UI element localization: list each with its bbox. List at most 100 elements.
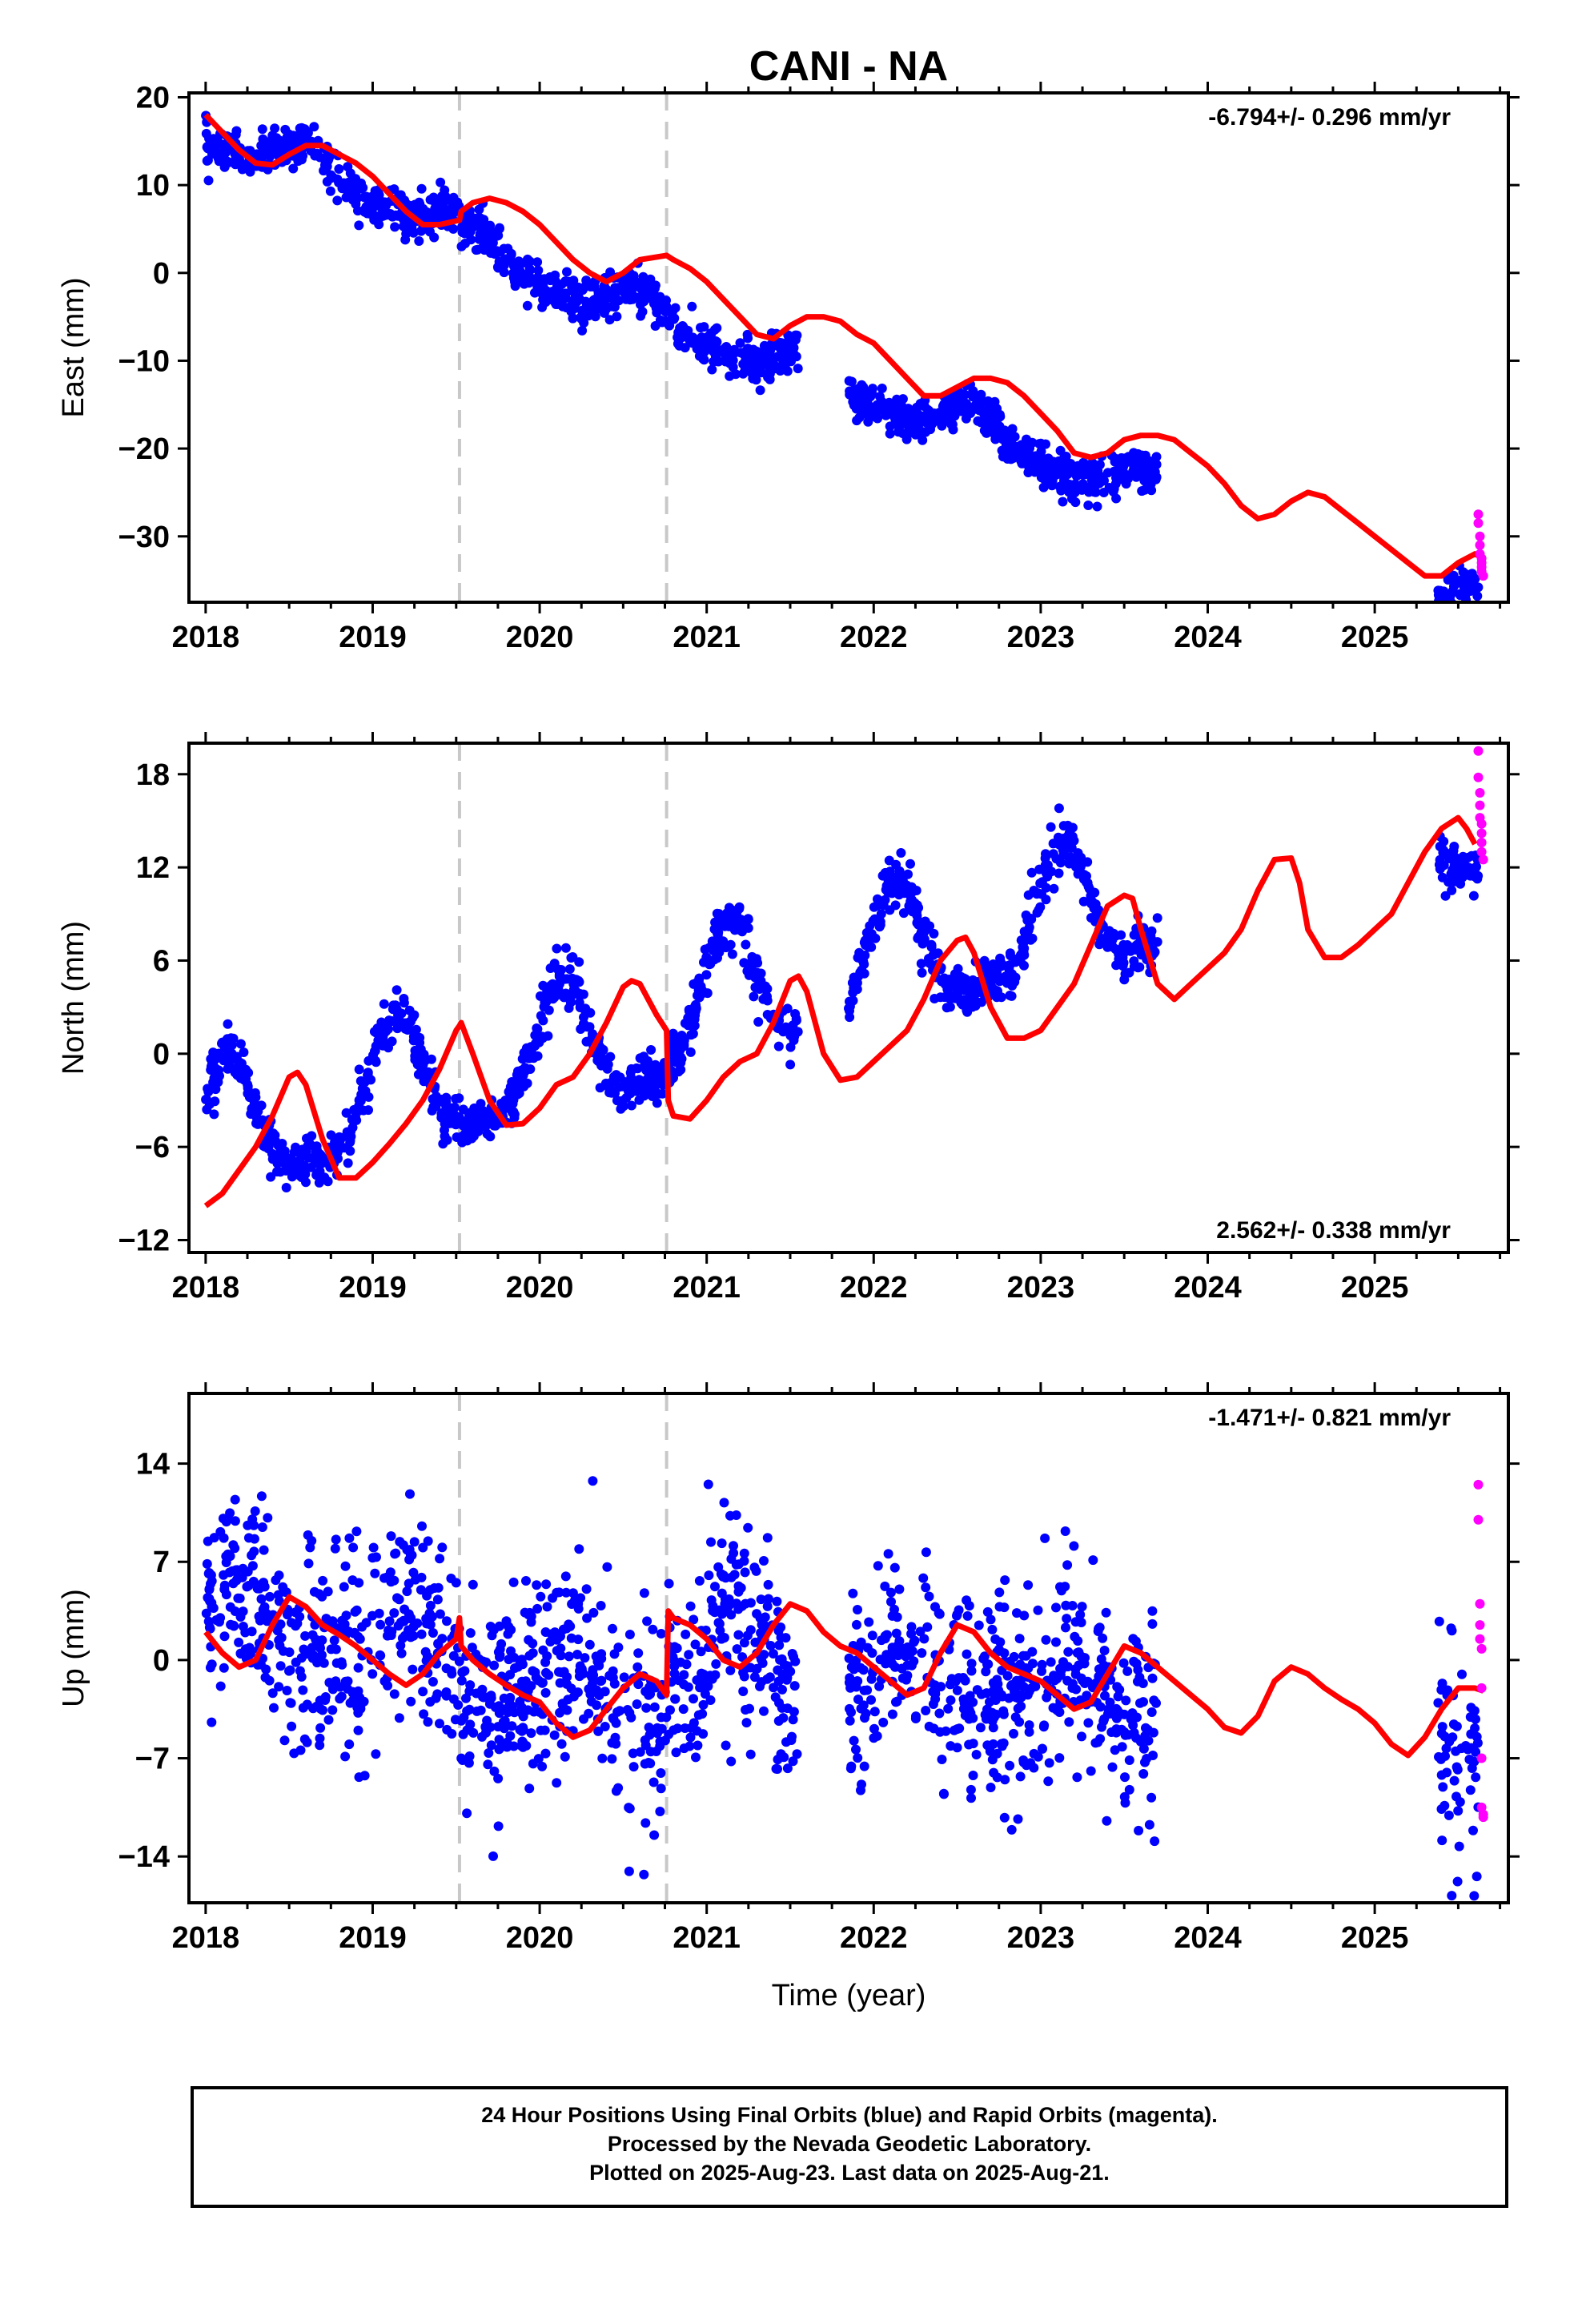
final-point [332, 195, 343, 206]
final-point [307, 1642, 317, 1653]
final-point [1435, 621, 1445, 630]
final-point [257, 124, 267, 135]
final-point [288, 163, 299, 174]
final-point [886, 1597, 896, 1607]
final-point [607, 1754, 617, 1764]
final-point [763, 1594, 773, 1604]
final-point [315, 1695, 325, 1706]
final-point [698, 1699, 709, 1710]
final-point [398, 1540, 408, 1550]
final-point [1090, 899, 1101, 910]
final-point [624, 1866, 634, 1876]
rapid-point [1475, 531, 1485, 541]
final-point [334, 164, 344, 174]
final-point [859, 1761, 869, 1771]
final-point [1064, 858, 1074, 869]
final-point [1036, 446, 1046, 456]
final-point [1146, 1792, 1157, 1803]
final-point [215, 1617, 224, 1627]
final-point [750, 982, 761, 992]
final-point [867, 1630, 877, 1641]
final-point [922, 1622, 933, 1632]
final-point [1013, 1814, 1023, 1824]
final-point [351, 1112, 360, 1122]
final-point [759, 1650, 769, 1660]
final-point [561, 1587, 572, 1598]
final-point [1006, 1680, 1017, 1690]
final-point [419, 1709, 429, 1719]
final-point [461, 1693, 471, 1703]
final-point [596, 1675, 607, 1686]
final-point [962, 1007, 973, 1017]
final-point [1099, 1660, 1109, 1671]
final-point [851, 1744, 861, 1755]
final-point [201, 1095, 211, 1104]
final-point [655, 1741, 665, 1751]
final-point [540, 1748, 551, 1759]
final-point [391, 1548, 401, 1558]
x-tick-label: 2023 [1007, 621, 1075, 654]
final-point [858, 1665, 869, 1675]
final-point [976, 1689, 986, 1699]
final-point [697, 988, 708, 999]
final-point [934, 1609, 945, 1619]
final-point [247, 1514, 258, 1525]
final-point [245, 146, 255, 156]
final-point [300, 1630, 311, 1641]
final-point [475, 231, 485, 241]
final-point [759, 1706, 769, 1716]
final-point [1076, 1618, 1086, 1627]
final-point [542, 1651, 552, 1661]
final-point [253, 1106, 263, 1116]
final-point [201, 1608, 211, 1618]
final-point [999, 1812, 1010, 1823]
x-tick-label: 2021 [673, 1921, 741, 1955]
final-point [615, 1706, 625, 1716]
final-point [223, 1043, 233, 1054]
final-point [1012, 1608, 1022, 1618]
final-point [372, 187, 383, 198]
final-point [1086, 1766, 1096, 1776]
final-point [697, 1709, 708, 1719]
final-point [213, 153, 223, 163]
final-point [884, 398, 894, 408]
final-point [988, 969, 998, 979]
final-point [485, 1132, 496, 1142]
final-point [1108, 942, 1118, 952]
final-point [1143, 1735, 1154, 1746]
final-point [613, 1642, 624, 1653]
final-point [711, 1659, 721, 1669]
final-point [347, 1575, 358, 1586]
final-point [749, 991, 759, 1002]
final-point [642, 1616, 652, 1626]
final-point [765, 1641, 776, 1651]
final-point [877, 384, 887, 393]
final-point [1114, 1685, 1125, 1695]
final-point [1038, 1722, 1049, 1732]
final-point [926, 942, 937, 952]
final-point [1054, 1707, 1065, 1717]
final-point [649, 1702, 660, 1712]
final-point [1447, 865, 1458, 875]
final-point [1077, 1731, 1086, 1742]
final-point [976, 389, 986, 400]
final-point [1452, 1876, 1463, 1887]
final-point [701, 970, 712, 980]
final-point [431, 1693, 441, 1703]
final-point [1074, 1647, 1084, 1658]
final-point [371, 1749, 381, 1759]
final-point [577, 285, 588, 296]
final-point [488, 1851, 498, 1861]
final-point [435, 1719, 444, 1729]
rapid-point [1473, 1479, 1484, 1490]
final-point [1042, 1692, 1052, 1703]
final-point [1072, 1772, 1082, 1783]
final-point [1097, 1722, 1106, 1732]
final-point [1134, 1825, 1144, 1835]
final-point [259, 1545, 269, 1555]
final-point [771, 1763, 781, 1774]
final-point [648, 1777, 659, 1787]
final-point [323, 1715, 334, 1725]
final-point [273, 1140, 283, 1151]
final-point [392, 1593, 402, 1603]
